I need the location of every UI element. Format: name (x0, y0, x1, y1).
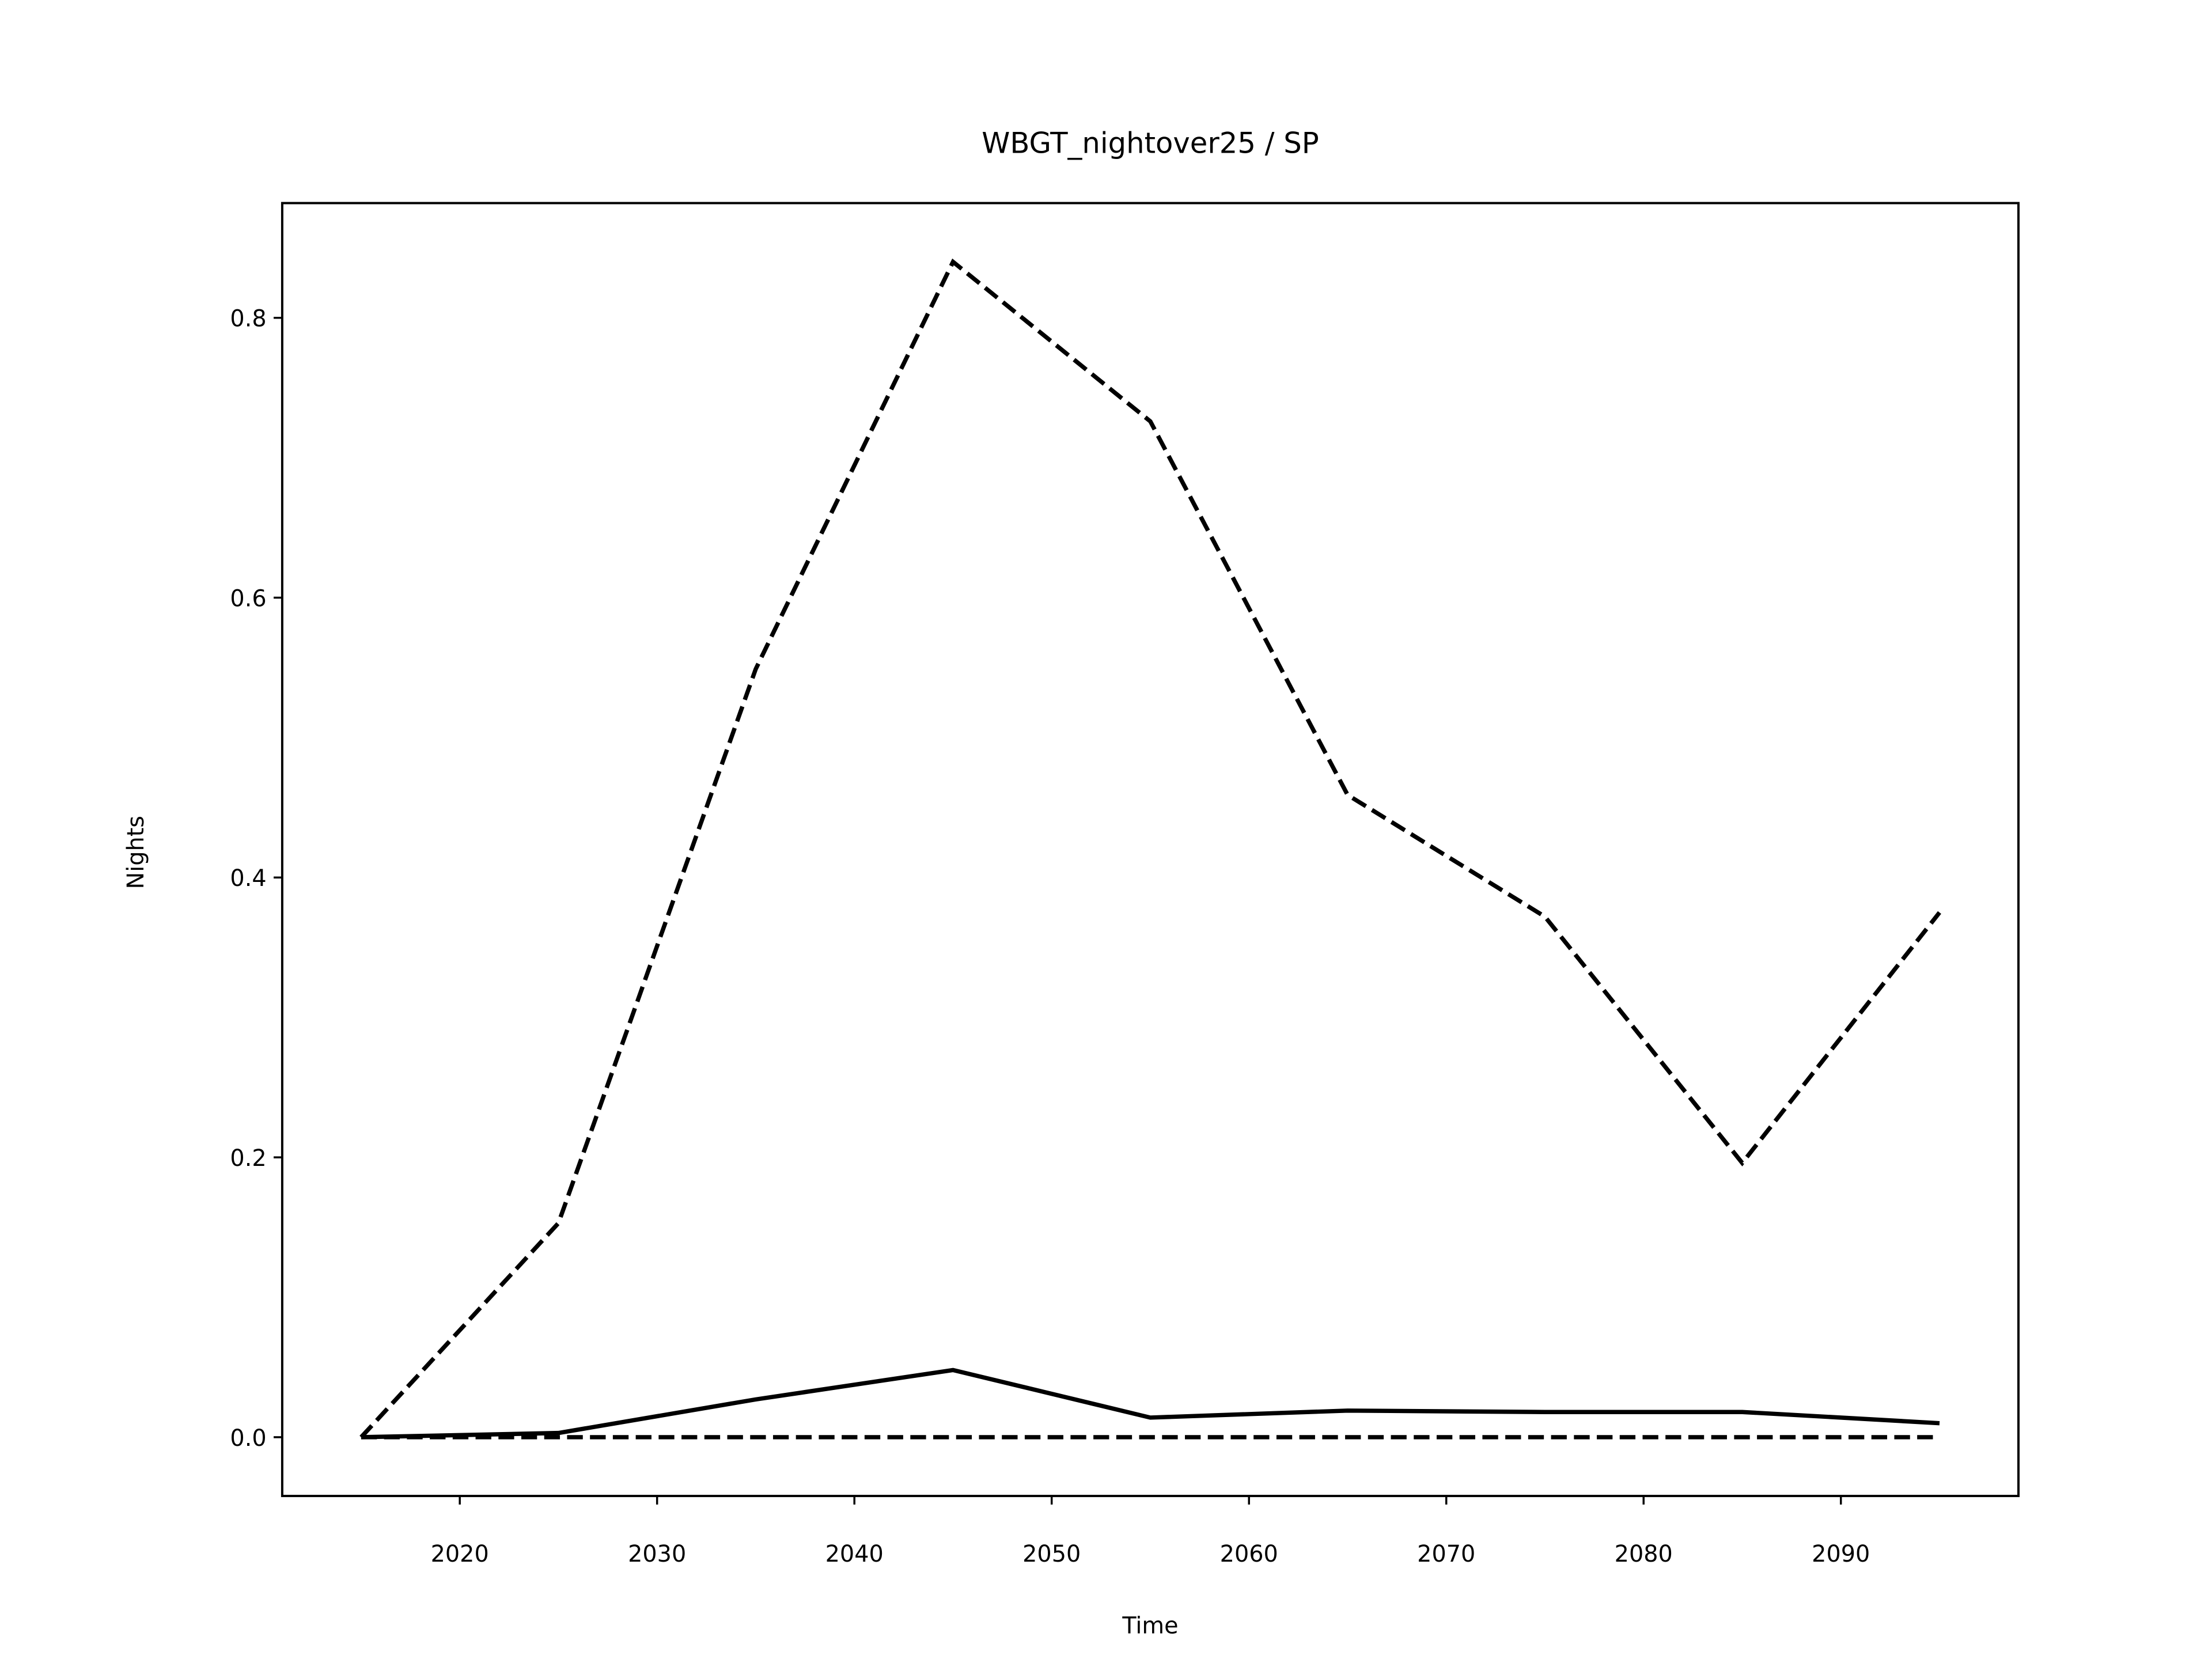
x-tick-label: 2070 (1417, 1541, 1475, 1567)
x-tick-label: 2030 (628, 1541, 686, 1567)
x-axis-label: Time (1122, 1612, 1178, 1639)
x-tick-label: 2020 (431, 1541, 489, 1567)
x-tick-label: 2090 (1812, 1541, 1870, 1567)
line-series (361, 1368, 1940, 1440)
chart-title: WBGT_nightover25 / SP (982, 127, 1319, 160)
y-tick-label: 0.6 (230, 585, 266, 612)
y-tick-label: 0.4 (230, 865, 266, 892)
x-tick-label: 2050 (1022, 1541, 1081, 1567)
line-series (359, 258, 1941, 1439)
y-axis-label: Nights (123, 816, 149, 889)
x-tick-label: 2080 (1615, 1541, 1673, 1567)
y-tick-label: 0.2 (230, 1145, 266, 1172)
y-tick-label: 0.0 (230, 1425, 266, 1452)
x-tick-label: 2060 (1220, 1541, 1278, 1567)
x-tick-label: 2040 (825, 1541, 884, 1567)
plot-frame (281, 202, 2020, 1497)
y-tick-label: 0.8 (230, 306, 266, 332)
